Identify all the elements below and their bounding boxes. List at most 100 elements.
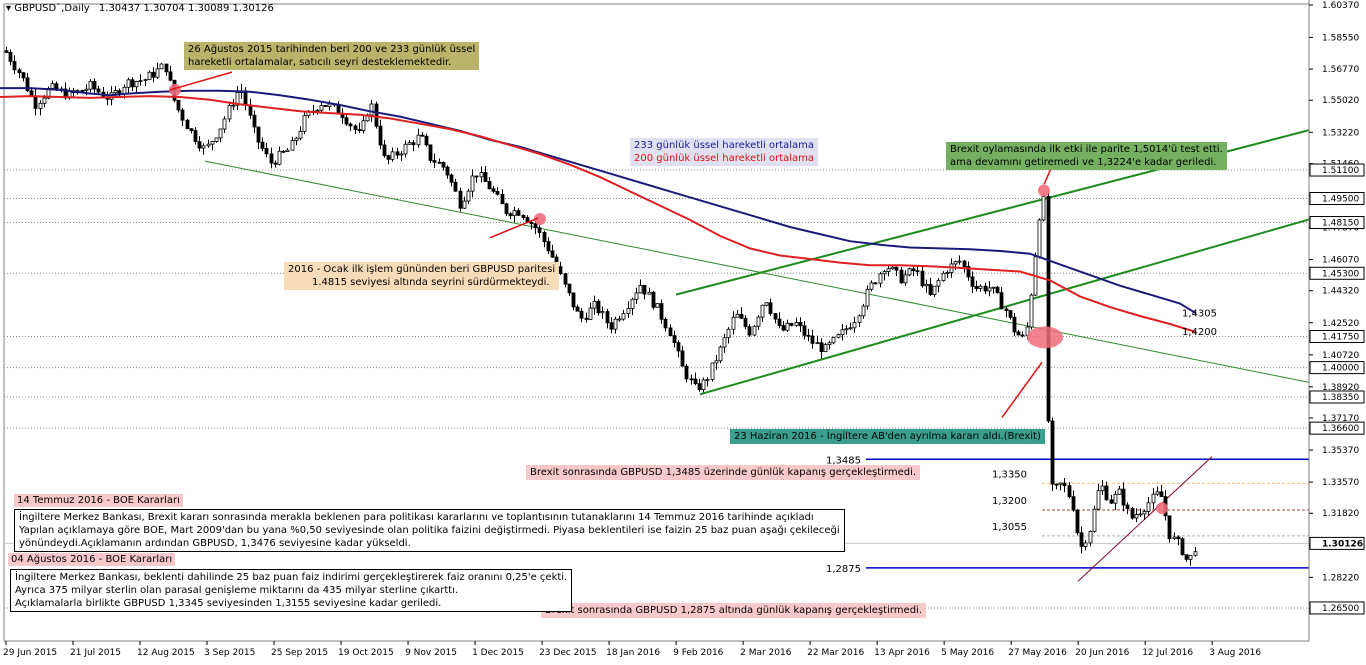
price-level-tag-label: 1.38350: [1322, 393, 1359, 403]
candle-body: [206, 143, 211, 147]
candle-body: [701, 379, 706, 391]
annotation-above1485: Brexit sonrasında GBPUSD 1,3485 üzerinde…: [526, 465, 921, 480]
candle-body: [836, 334, 841, 338]
price-level-tag: [1309, 266, 1365, 280]
candle-body: [903, 274, 908, 284]
x-tick-label: 12 Aug 2015: [137, 648, 195, 658]
candle-body: [613, 318, 618, 330]
sr-label: 1,3350: [992, 469, 1027, 480]
candle-body: [953, 261, 958, 265]
candle-body: [474, 175, 479, 178]
annotation-ema_legend: 233 günlük üssel hareketli ortalama 200 g…: [630, 138, 819, 166]
annotation-below2875: Brexit sonrasında GBPUSD 1,2875 altında …: [541, 603, 927, 618]
candle-body: [773, 313, 778, 320]
chevron-down-icon[interactable]: ▾: [6, 3, 12, 14]
candle-body: [983, 285, 988, 292]
y-tick-label: 1.46070: [1322, 256, 1359, 266]
candle-body: [642, 284, 647, 295]
annotation-line: 1.4815 seviyesi altında seyrini sürdürme…: [312, 277, 550, 288]
y-tick-label: 1.38920: [1322, 383, 1359, 393]
candle-body: [1138, 513, 1143, 516]
candle-body: [1121, 488, 1126, 506]
sr-label: 1,3485: [826, 455, 861, 466]
x-tick-label: 27 May 2016: [1008, 648, 1067, 658]
candle-body: [1172, 536, 1177, 540]
candle-body: [911, 268, 916, 272]
boe-july-title: 14 Temmuz 2016 - BOE Kararları: [14, 494, 183, 507]
candle-body: [844, 328, 849, 331]
symbol-caption: GBPUSD`,Daily: [14, 3, 90, 14]
candles: [4, 46, 1198, 566]
candle-body: [1088, 530, 1093, 544]
candle-body: [605, 311, 610, 324]
candle-body: [193, 130, 198, 142]
candle-body: [626, 307, 631, 314]
candle-body: [785, 322, 790, 331]
candle-body: [676, 342, 681, 352]
candle-body: [827, 342, 832, 346]
candle-body: [978, 285, 983, 289]
candle-body: [407, 142, 412, 145]
candle-body: [1062, 482, 1067, 487]
candle-body: [1134, 514, 1139, 519]
y-tick-label: 1.37170: [1322, 414, 1359, 424]
candle-body: [1159, 491, 1164, 497]
candle-body: [1067, 485, 1072, 498]
candle-body: [941, 272, 946, 282]
boe-july-line: yönündeydi.Açıklamanın ardından GBPUSD, …: [19, 538, 411, 549]
price-level-tag-label: 1.49500: [1322, 195, 1359, 205]
candle-body: [248, 104, 253, 116]
candle-body: [353, 125, 358, 130]
candle-body: [411, 142, 416, 146]
candle-body: [164, 63, 169, 73]
candle-body: [571, 292, 576, 308]
price-level-tag: [1309, 192, 1365, 206]
candle-body: [327, 103, 332, 107]
x-tick-label: 5 May 2016: [941, 648, 994, 658]
candle-body: [563, 273, 568, 285]
candle-body: [1125, 504, 1130, 509]
candle-body: [1176, 536, 1181, 540]
candle-body: [264, 148, 269, 155]
candle-body: [134, 81, 139, 88]
candle-body: [852, 322, 857, 329]
boe-aug-box: İngiltere Merkez Bankası, beklenti dahil…: [10, 569, 573, 612]
candle-body: [894, 266, 899, 271]
x-tick-label: 22 Mar 2016: [807, 648, 864, 658]
candle-body: [798, 321, 803, 327]
candle-body: [420, 134, 425, 137]
candle-body: [1083, 542, 1088, 547]
candle-body: [718, 346, 723, 362]
candle-body: [21, 72, 26, 79]
chart-window-title: ▾ GBPUSD`,Daily 1.30437 1.30704 1.30089 …: [6, 3, 274, 14]
price-level-tag-label: 1.36600: [1322, 424, 1359, 434]
candle-body: [17, 69, 22, 74]
candle-body: [504, 203, 509, 215]
candle-body: [1184, 554, 1189, 560]
candle-body: [302, 115, 307, 132]
y-tick-label: 1.33570: [1322, 478, 1359, 488]
candle-body: [1096, 490, 1101, 510]
price-level-tag: [1309, 601, 1365, 615]
candle-body: [344, 117, 349, 125]
candle-body: [752, 325, 757, 336]
candle-body: [1008, 310, 1013, 318]
ema-end-label: 1,4305: [1182, 308, 1217, 319]
candle-body: [920, 270, 925, 287]
candle-body: [483, 172, 488, 182]
candle-body: [155, 68, 160, 78]
candle-body: [269, 153, 274, 164]
candle-body: [1188, 554, 1193, 560]
candle-body: [1046, 196, 1051, 422]
candle-body: [180, 109, 185, 121]
boe-july-box: İngiltere Merkez Bankası, Brexit kararı …: [14, 509, 845, 552]
x-tick-label: 13 Apr 2016: [874, 648, 930, 658]
candle-body: [1050, 420, 1055, 485]
candle-body: [680, 350, 685, 367]
candle-body: [252, 114, 257, 128]
candle-body: [659, 303, 664, 320]
sr-label: 1,3200: [992, 496, 1027, 507]
annotation-line: Brexit oylamasında ilk etki ile parite 1…: [950, 144, 1223, 155]
candle-body: [815, 342, 820, 345]
